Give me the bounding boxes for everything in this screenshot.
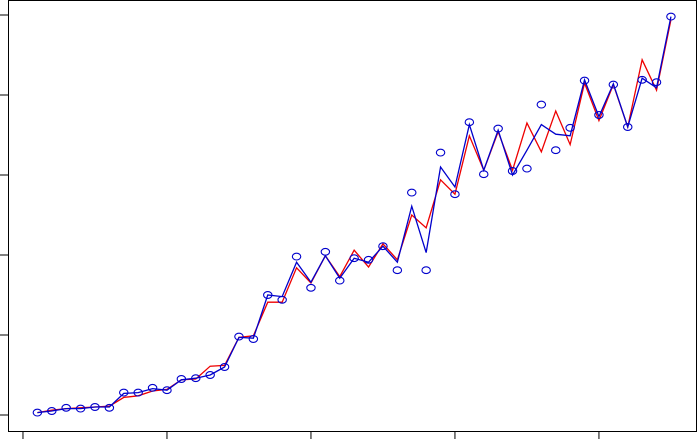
data-point	[335, 276, 345, 285]
data-point	[47, 407, 57, 415]
data-point	[450, 190, 460, 199]
data-point	[263, 291, 273, 299]
data-point	[637, 75, 647, 84]
data-point	[176, 375, 187, 383]
data-point	[90, 403, 100, 411]
data-point	[32, 408, 43, 417]
data-point	[133, 388, 143, 397]
data-point	[75, 404, 86, 413]
data-point	[550, 146, 561, 155]
data-point	[536, 100, 547, 109]
data-point	[522, 164, 532, 173]
data-point	[666, 12, 676, 21]
data-point	[219, 363, 230, 371]
data-point	[306, 283, 316, 292]
data-point	[565, 123, 575, 132]
data-point	[234, 332, 244, 341]
data-point	[61, 403, 71, 412]
data-point	[191, 374, 201, 383]
data-point	[104, 403, 115, 412]
plot-frame	[8, 0, 697, 432]
data-point	[291, 252, 302, 261]
series-line	[37, 16, 672, 414]
data-point	[349, 254, 359, 263]
series-line	[37, 19, 672, 414]
data-point	[277, 295, 287, 304]
data-point	[119, 388, 129, 397]
data-point	[435, 148, 446, 157]
data-point	[407, 188, 417, 197]
data-point	[507, 167, 518, 175]
data-point	[464, 118, 475, 127]
data-point	[162, 386, 172, 395]
data-point	[421, 266, 431, 275]
data-point	[594, 111, 604, 119]
data-point	[147, 383, 158, 392]
data-point	[378, 242, 388, 251]
data-point	[478, 170, 489, 179]
data-point	[493, 124, 503, 133]
data-point	[579, 76, 590, 85]
data-point	[205, 371, 215, 379]
data-point	[651, 78, 662, 87]
data-point	[608, 80, 619, 89]
data-point	[320, 247, 331, 256]
data-point	[363, 255, 374, 264]
data-point	[392, 266, 403, 275]
data-point	[622, 123, 633, 131]
data-point	[248, 335, 259, 343]
